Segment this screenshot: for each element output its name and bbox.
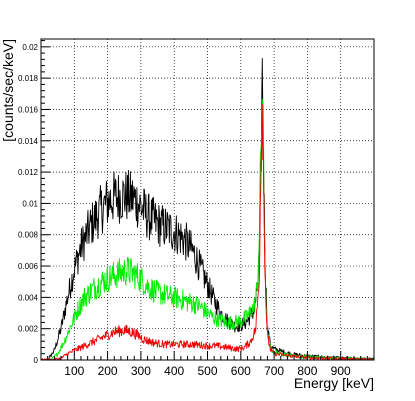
x-tick-label: 600 <box>231 364 251 378</box>
y-tick-label: 0.02 <box>22 43 38 52</box>
x-axis-title: Energy [keV] <box>294 375 374 391</box>
grid <box>41 39 374 361</box>
y-tick-label: 0.01 <box>22 199 38 208</box>
y-tick-label: 0.012 <box>18 168 39 177</box>
y-tick-label: 0.018 <box>18 74 39 83</box>
x-tick-label: 900 <box>331 364 351 378</box>
y-tick-label: 0.006 <box>18 262 39 271</box>
x-tick-label: 100 <box>64 364 84 378</box>
y-tick-label: 0.004 <box>18 293 39 302</box>
x-tick-label: 500 <box>197 364 217 378</box>
series-line-green <box>41 98 374 361</box>
y-tick-label: 0.008 <box>18 231 39 240</box>
ticks: 100 200 300 400 500 600 700 800 900 0 0.002 0.004 0.… <box>18 40 375 378</box>
series-line-black <box>40 58 374 361</box>
y-axis-title: [counts/sec/keV] <box>0 39 16 142</box>
x-tick-label: 400 <box>164 364 184 378</box>
x-tick-label: 800 <box>297 364 317 378</box>
y-tick-label: 0 <box>34 356 39 365</box>
y-tick-label: 0.014 <box>18 137 39 146</box>
x-tick-label: 200 <box>98 364 118 378</box>
series-group <box>40 58 375 361</box>
y-tick-label: 0.016 <box>18 105 39 114</box>
x-tick-label: 300 <box>131 364 151 378</box>
x-tick-label: 700 <box>264 364 284 378</box>
y-tick-label: 0.002 <box>18 325 39 334</box>
series-line-red <box>41 103 375 361</box>
